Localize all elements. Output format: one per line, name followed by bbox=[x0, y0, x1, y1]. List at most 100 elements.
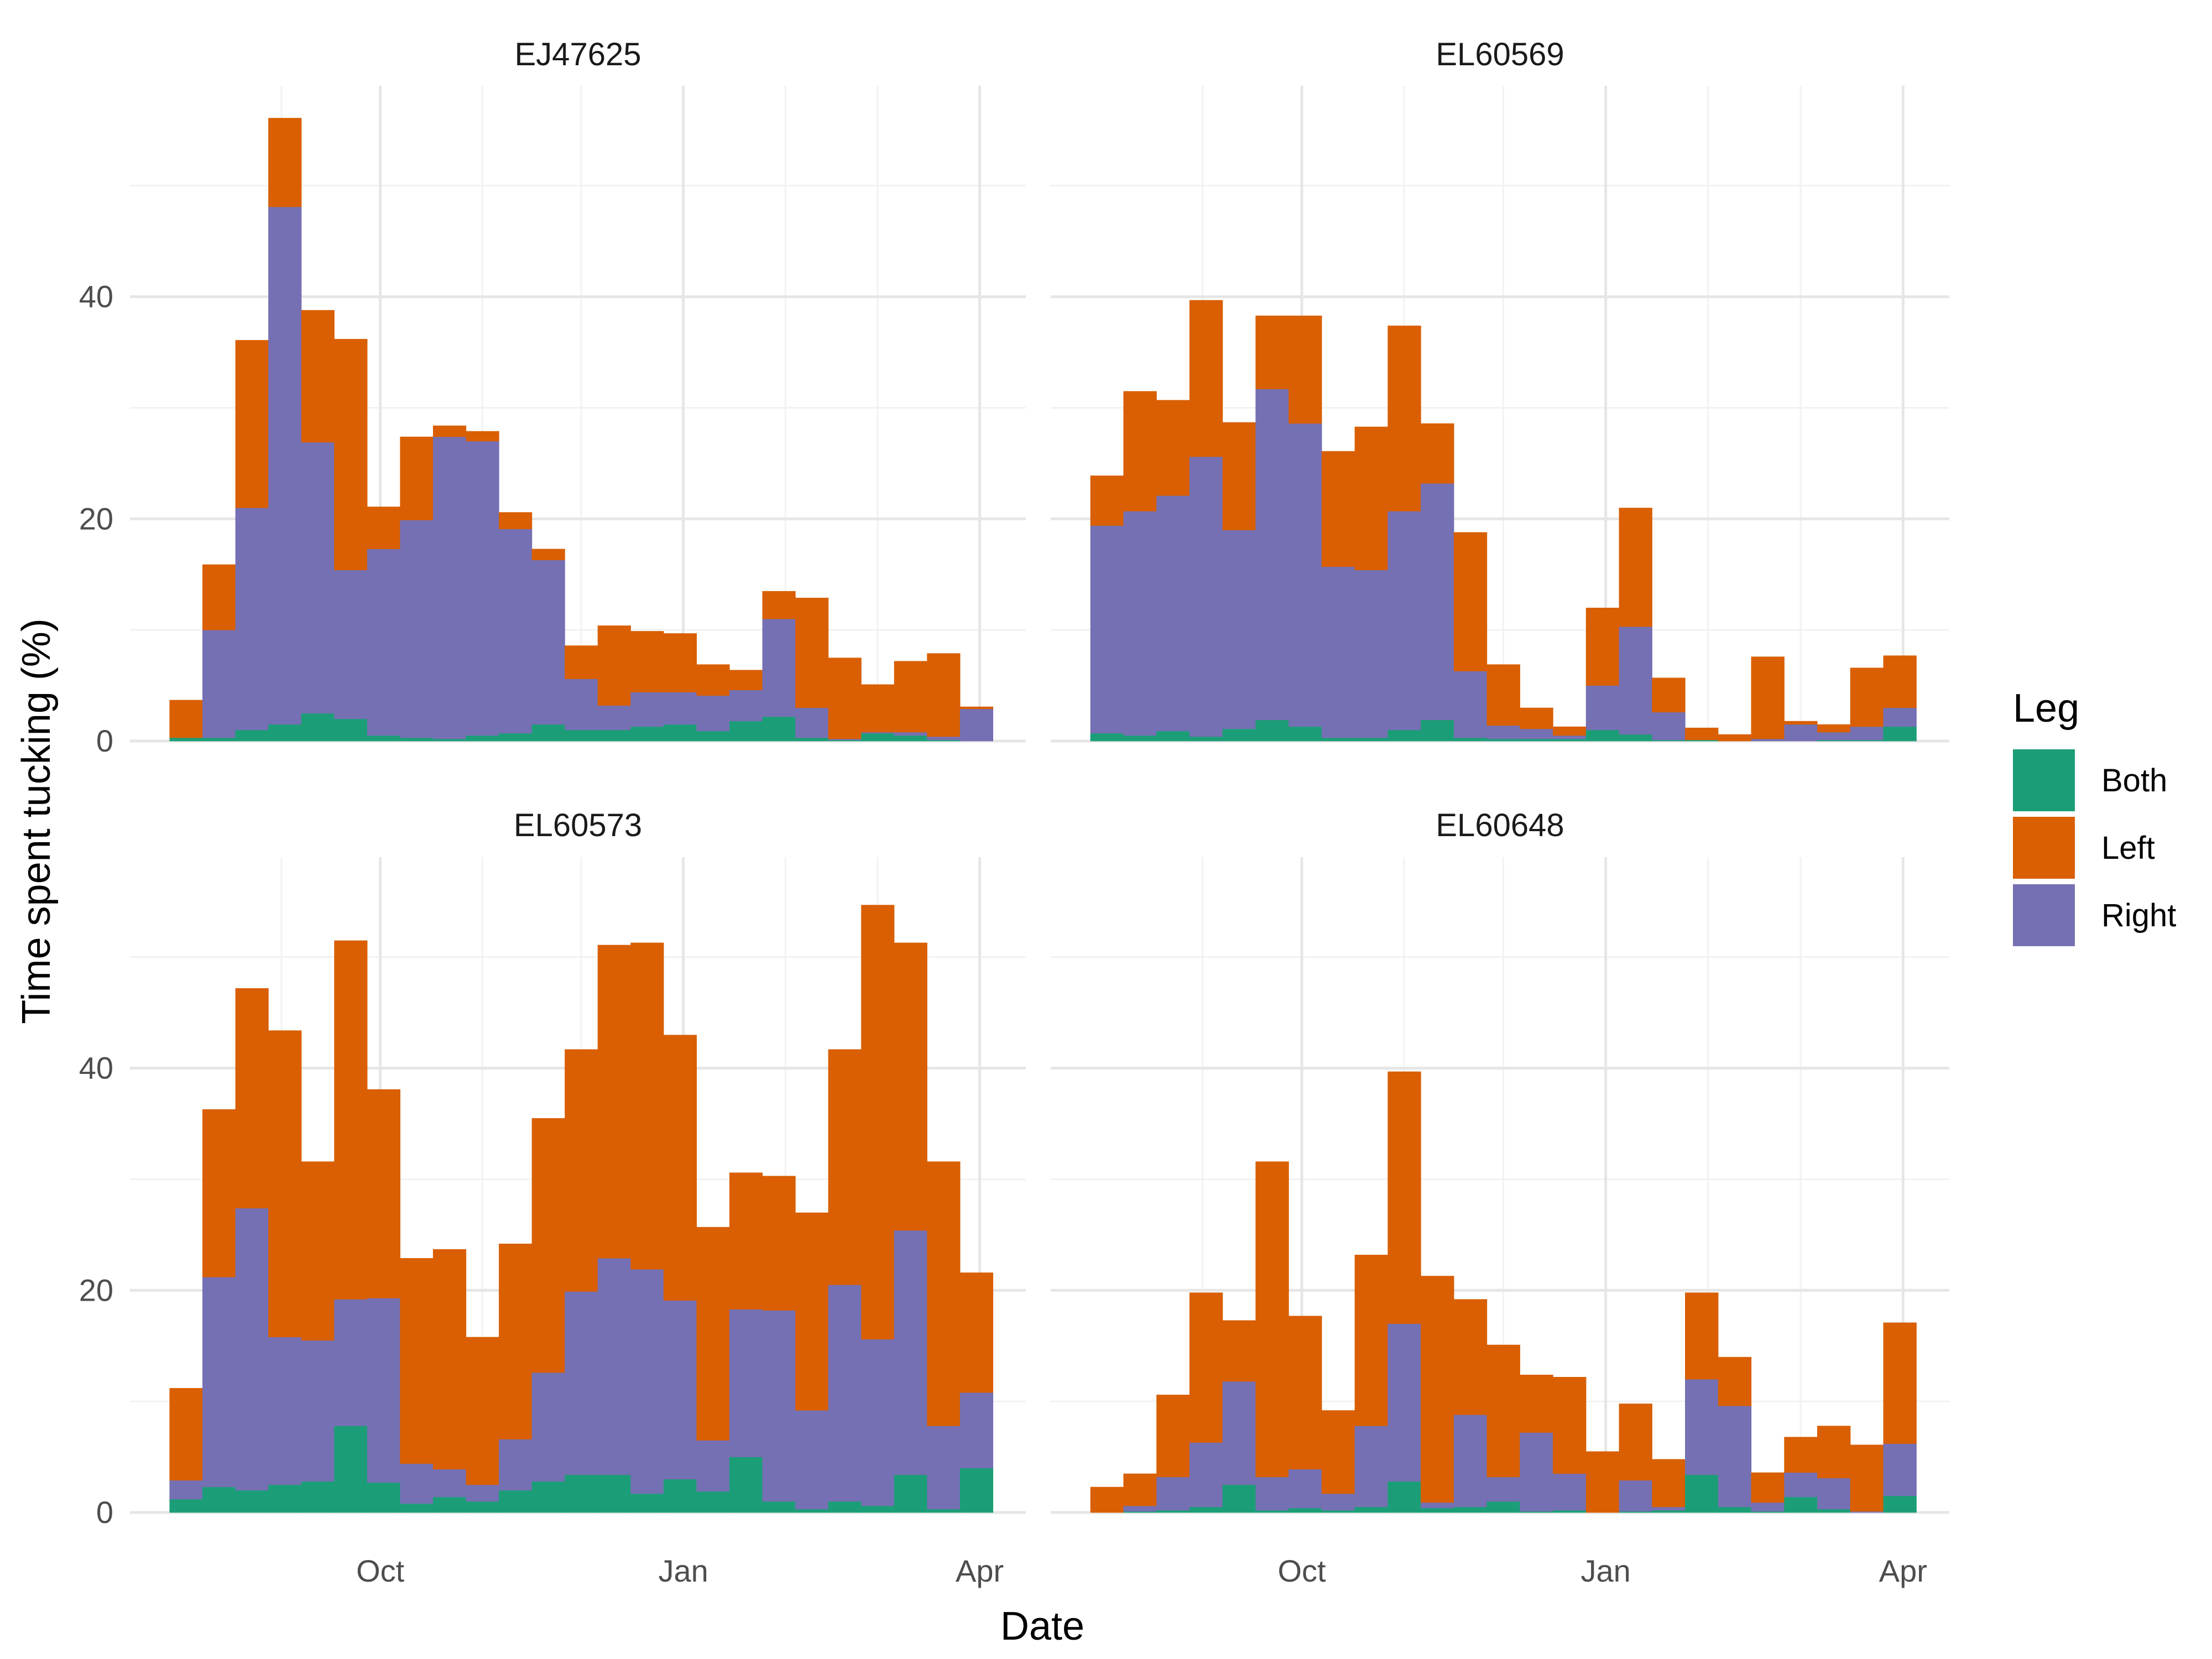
bar-both bbox=[1255, 1510, 1289, 1513]
bar-left bbox=[400, 1258, 434, 1464]
bar-left bbox=[1553, 726, 1587, 736]
bar-left bbox=[696, 1227, 730, 1441]
bar-both bbox=[1189, 736, 1223, 742]
bar-both bbox=[729, 721, 763, 742]
bar-right bbox=[1189, 1442, 1223, 1507]
bar-right bbox=[268, 1337, 302, 1485]
legend-label: Both bbox=[2101, 763, 2167, 799]
bar-left bbox=[696, 664, 730, 696]
bar-left bbox=[927, 1161, 961, 1426]
bar-both bbox=[202, 1486, 236, 1513]
bar-right bbox=[400, 1463, 434, 1504]
x-tick-label: Apr bbox=[1879, 1553, 1927, 1588]
bar-left bbox=[268, 118, 302, 207]
bar-right bbox=[1255, 389, 1289, 721]
bar-right bbox=[565, 679, 598, 731]
bar-both bbox=[1817, 1509, 1851, 1513]
bar-left bbox=[1883, 1322, 1917, 1444]
bar-left bbox=[1387, 325, 1421, 512]
bar-both bbox=[235, 729, 269, 742]
bar-both bbox=[762, 1501, 796, 1513]
bar-right bbox=[1486, 1477, 1520, 1502]
bar-right bbox=[1387, 1323, 1421, 1482]
facet-title: EL60573 bbox=[514, 807, 642, 843]
bar-left bbox=[828, 658, 862, 739]
bar-left bbox=[1883, 655, 1917, 708]
bar-right bbox=[499, 1439, 533, 1491]
bar-left bbox=[432, 1249, 467, 1470]
bar-right bbox=[499, 529, 533, 734]
facet-title: EL60648 bbox=[1436, 807, 1564, 843]
bar-both bbox=[795, 1509, 829, 1513]
bar-left bbox=[959, 706, 994, 709]
bar-left bbox=[1520, 1374, 1553, 1433]
bar-left bbox=[1354, 1255, 1388, 1426]
bar-left bbox=[1850, 667, 1884, 727]
bar-right bbox=[729, 1309, 763, 1457]
bar-both bbox=[1421, 719, 1454, 742]
y-tick-label: 20 bbox=[79, 1272, 113, 1307]
bar-left bbox=[1553, 1376, 1587, 1474]
bar-left bbox=[565, 1049, 598, 1292]
bar-both bbox=[1718, 1506, 1752, 1513]
bar-right bbox=[1255, 1477, 1289, 1511]
bar-both bbox=[1619, 1511, 1652, 1513]
bar-both bbox=[268, 724, 302, 742]
bar-left bbox=[795, 597, 829, 708]
legend-label: Right bbox=[2101, 898, 2176, 933]
bar-right bbox=[663, 1300, 697, 1480]
y-tick-label: 40 bbox=[79, 1051, 113, 1086]
bar-both bbox=[1222, 728, 1256, 742]
bar-right bbox=[169, 1480, 203, 1500]
bar-both bbox=[1619, 734, 1652, 742]
bar-both bbox=[861, 733, 895, 742]
bar-right bbox=[597, 1258, 631, 1475]
bar-both bbox=[1817, 739, 1851, 742]
bar-both bbox=[1585, 729, 1620, 742]
bar-right bbox=[466, 1484, 499, 1502]
bar-right bbox=[268, 206, 302, 725]
bar-both bbox=[1156, 731, 1190, 742]
bar-both bbox=[1090, 733, 1124, 742]
bar-left bbox=[1850, 1444, 1884, 1512]
bar-right bbox=[1453, 1415, 1488, 1507]
bar-left bbox=[1652, 677, 1686, 713]
bar-both bbox=[499, 733, 533, 742]
bar-both bbox=[597, 729, 631, 742]
bar-left bbox=[1387, 1071, 1421, 1324]
bar-left bbox=[1486, 1344, 1520, 1478]
bar-both bbox=[663, 1479, 697, 1513]
bar-left bbox=[729, 1172, 763, 1310]
panel-el60648: EL60648 Oct Jan Apr bbox=[1051, 807, 1949, 1588]
bar-left bbox=[1288, 315, 1322, 424]
bar-right bbox=[1850, 1511, 1884, 1513]
x-tick-label: Oct bbox=[356, 1553, 405, 1588]
bar-left bbox=[1619, 508, 1652, 627]
bar-both bbox=[1486, 1501, 1520, 1513]
bar-right bbox=[894, 1230, 927, 1475]
bar-both bbox=[367, 735, 400, 742]
y-axis-title: Time spent tucking (%) bbox=[14, 618, 59, 1024]
bar-right bbox=[762, 619, 796, 717]
bar-right bbox=[202, 630, 236, 738]
bar-right bbox=[1751, 738, 1785, 742]
bar-right bbox=[1421, 483, 1454, 721]
bar-both bbox=[663, 724, 697, 742]
bar-both bbox=[1222, 1484, 1256, 1513]
bar-both bbox=[565, 1474, 598, 1513]
bar-left bbox=[334, 940, 368, 1300]
bar-left bbox=[1784, 721, 1818, 725]
y-tick-label: 20 bbox=[79, 501, 113, 536]
bar-both bbox=[1288, 1507, 1322, 1513]
bar-both bbox=[828, 739, 862, 742]
bar-both bbox=[1520, 738, 1553, 742]
bar-right bbox=[828, 738, 862, 740]
bar-both bbox=[1321, 737, 1355, 742]
x-tick-label: Jan bbox=[658, 1553, 708, 1588]
bar-left bbox=[1222, 422, 1256, 530]
bar-both bbox=[696, 1491, 730, 1513]
bar-both bbox=[169, 1499, 203, 1513]
bar-right bbox=[367, 1298, 400, 1483]
bar-left bbox=[1520, 707, 1553, 729]
